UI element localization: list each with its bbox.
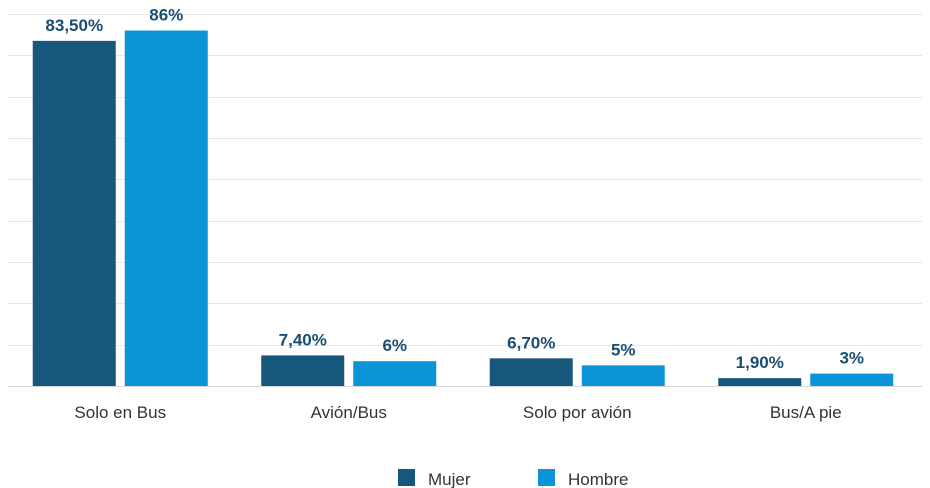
bar-mujer-1 bbox=[261, 355, 345, 386]
value-label-mujer-2: 6,70% bbox=[507, 333, 555, 352]
bar-mujer-2 bbox=[489, 358, 573, 386]
bar-hombre-0 bbox=[124, 30, 208, 387]
value-labels: 83,50% 86% 7,40% 6% 6,70% 5% 1,90% 3% bbox=[45, 6, 864, 373]
legend-label-hombre: Hombre bbox=[568, 470, 628, 488]
value-label-mujer-3: 1,90% bbox=[736, 353, 784, 372]
value-label-mujer-0: 83,50% bbox=[45, 16, 103, 35]
x-tick-label: Solo en Bus bbox=[74, 403, 166, 422]
legend-label-mujer: Mujer bbox=[428, 470, 471, 488]
x-tick-label: Solo por avión bbox=[523, 403, 632, 422]
bar-hombre-3 bbox=[810, 373, 894, 386]
bars bbox=[32, 30, 894, 387]
x-tick-label: Avión/Bus bbox=[311, 403, 387, 422]
x-tick-label: Bus/A pie bbox=[770, 403, 842, 422]
bar-hombre-2 bbox=[581, 365, 665, 386]
value-label-hombre-0: 86% bbox=[149, 6, 183, 25]
value-label-hombre-3: 3% bbox=[839, 349, 864, 368]
legend-swatch-hombre bbox=[538, 469, 555, 486]
legend: Mujer Hombre bbox=[398, 469, 628, 488]
legend-swatch-mujer bbox=[398, 469, 415, 486]
bar-mujer-3 bbox=[718, 378, 802, 386]
value-label-mujer-1: 7,40% bbox=[279, 330, 327, 349]
value-label-hombre-1: 6% bbox=[382, 336, 407, 355]
value-label-hombre-2: 5% bbox=[611, 340, 636, 359]
bar-hombre-1 bbox=[353, 361, 437, 386]
bar-mujer-0 bbox=[32, 40, 116, 386]
x-axis-tick-labels: Solo en Bus Avión/Bus Solo por avión Bus/A … bbox=[74, 403, 841, 422]
